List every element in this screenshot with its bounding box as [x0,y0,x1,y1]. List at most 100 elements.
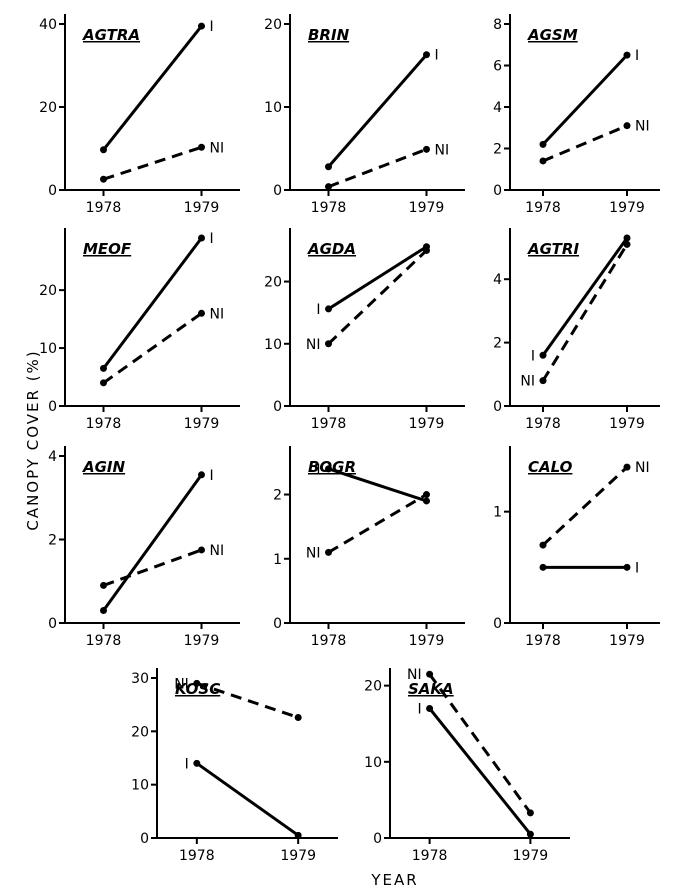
y-tick-label: 20 [39,283,57,299]
x-tick-label: 1978 [86,416,122,432]
panel-title: AGTRI [527,240,579,258]
data-point [325,163,332,171]
panel-title: AGIN [82,458,126,476]
data-point [100,379,107,387]
x-tick-label: 1979 [609,633,645,649]
series-label-ni: NI [435,142,450,158]
data-point [100,581,107,589]
data-point [623,240,631,248]
y-tick-label: 2 [493,142,502,158]
series-label-ni: NI [306,337,321,353]
series-label-ni: NI [210,543,225,559]
panel-agtri: 0 2 4 1978 1979 AGTRI I NI [493,228,660,432]
x-tick-label: 1979 [184,200,220,216]
x-tick-label: 1978 [525,416,561,432]
series-line-i [541,53,629,146]
panel-title: AGSM [527,26,578,44]
x-tick-label: 1979 [409,633,445,649]
series-line-i [195,761,300,837]
data-point [423,491,430,499]
data-point [198,309,205,317]
data-point [623,463,631,471]
data-point [539,157,547,165]
x-tick-label: 1979 [184,416,220,432]
series-line-ni [103,145,202,181]
series-label-i: I [635,48,639,64]
panel-agsm: 0 2 4 6 8 1978 1979 AGSM I NI [493,14,660,216]
series-label-i: I [635,560,639,576]
series-line-i [102,473,203,612]
x-tick-label: 1979 [609,416,645,432]
data-point [100,364,107,372]
panel-title: AGTRA [82,26,140,44]
series-label-i: I [316,302,320,318]
y-tick-label: 4 [48,449,57,465]
y-axis-label: CANOPY COVER (%) [24,349,42,530]
series-label-ni: NI [520,374,535,390]
y-tick-label: 1 [273,552,282,568]
data-point [539,351,547,359]
series-line-ni [327,249,428,345]
panel-agda: 0 10 20 1978 1979 AGDA I NI [264,228,465,432]
data-point [526,830,534,838]
y-tick-label: 10 [364,755,382,771]
data-point [294,713,302,721]
data-point [100,175,107,183]
data-point [325,183,332,191]
series-label-i: I [210,231,214,247]
series-label-i: I [316,462,320,478]
panel-title: MEOF [83,240,132,258]
series-label-ni: NI [210,140,225,156]
x-tick-label: 1978 [179,848,215,864]
y-tick-label: 0 [273,399,282,415]
data-point [198,22,205,30]
series-label-i: I [210,19,214,35]
y-tick-label: 0 [493,183,502,199]
x-tick-label: 1979 [513,848,549,864]
y-tick-label: 30 [131,671,149,687]
y-tick-label: 0 [48,183,57,199]
data-point [539,563,547,571]
data-point [623,51,631,59]
series-label-i: I [435,48,439,64]
x-tick-label: 1978 [525,633,561,649]
data-point [623,122,631,130]
data-point [623,234,631,242]
y-tick-label: 0 [373,831,382,847]
y-tick-label: 10 [39,341,57,357]
data-point [198,143,205,151]
y-tick-label: 8 [493,17,502,33]
x-tick-label: 1978 [311,416,347,432]
panel-title: BOGR [308,458,356,476]
y-tick-label: 10 [131,778,149,794]
y-tick-label: 0 [493,616,502,632]
y-tick-label: 6 [493,59,502,75]
series-line-i [541,236,629,357]
data-point [539,140,547,148]
series-label-ni: NI [635,460,650,476]
panel-meof: 0 10 20 1978 1979 MEOF I NI [39,228,240,432]
data-point [423,145,430,153]
y-tick-label: 4 [493,100,502,116]
data-point [423,497,430,505]
data-point [526,809,534,817]
panel-calo: 0 1 1978 1979 CALO I NI [493,446,660,649]
x-tick-label: 1979 [184,633,220,649]
panel-agtra: 0 20 40 1978 1979 AGTRA I NI [39,14,240,216]
data-point [539,377,547,385]
series-label-ni: NI [210,306,225,322]
data-point [193,679,201,687]
data-point [193,759,201,767]
series-label-i: I [417,701,421,717]
series-label-ni: NI [635,119,650,135]
data-point [325,548,332,556]
data-point [325,305,332,313]
y-tick-label: 20 [264,275,282,291]
y-tick-label: 20 [39,100,57,116]
y-tick-label: 0 [493,399,502,415]
x-tick-label: 1978 [86,633,122,649]
series-line-i [102,24,203,152]
